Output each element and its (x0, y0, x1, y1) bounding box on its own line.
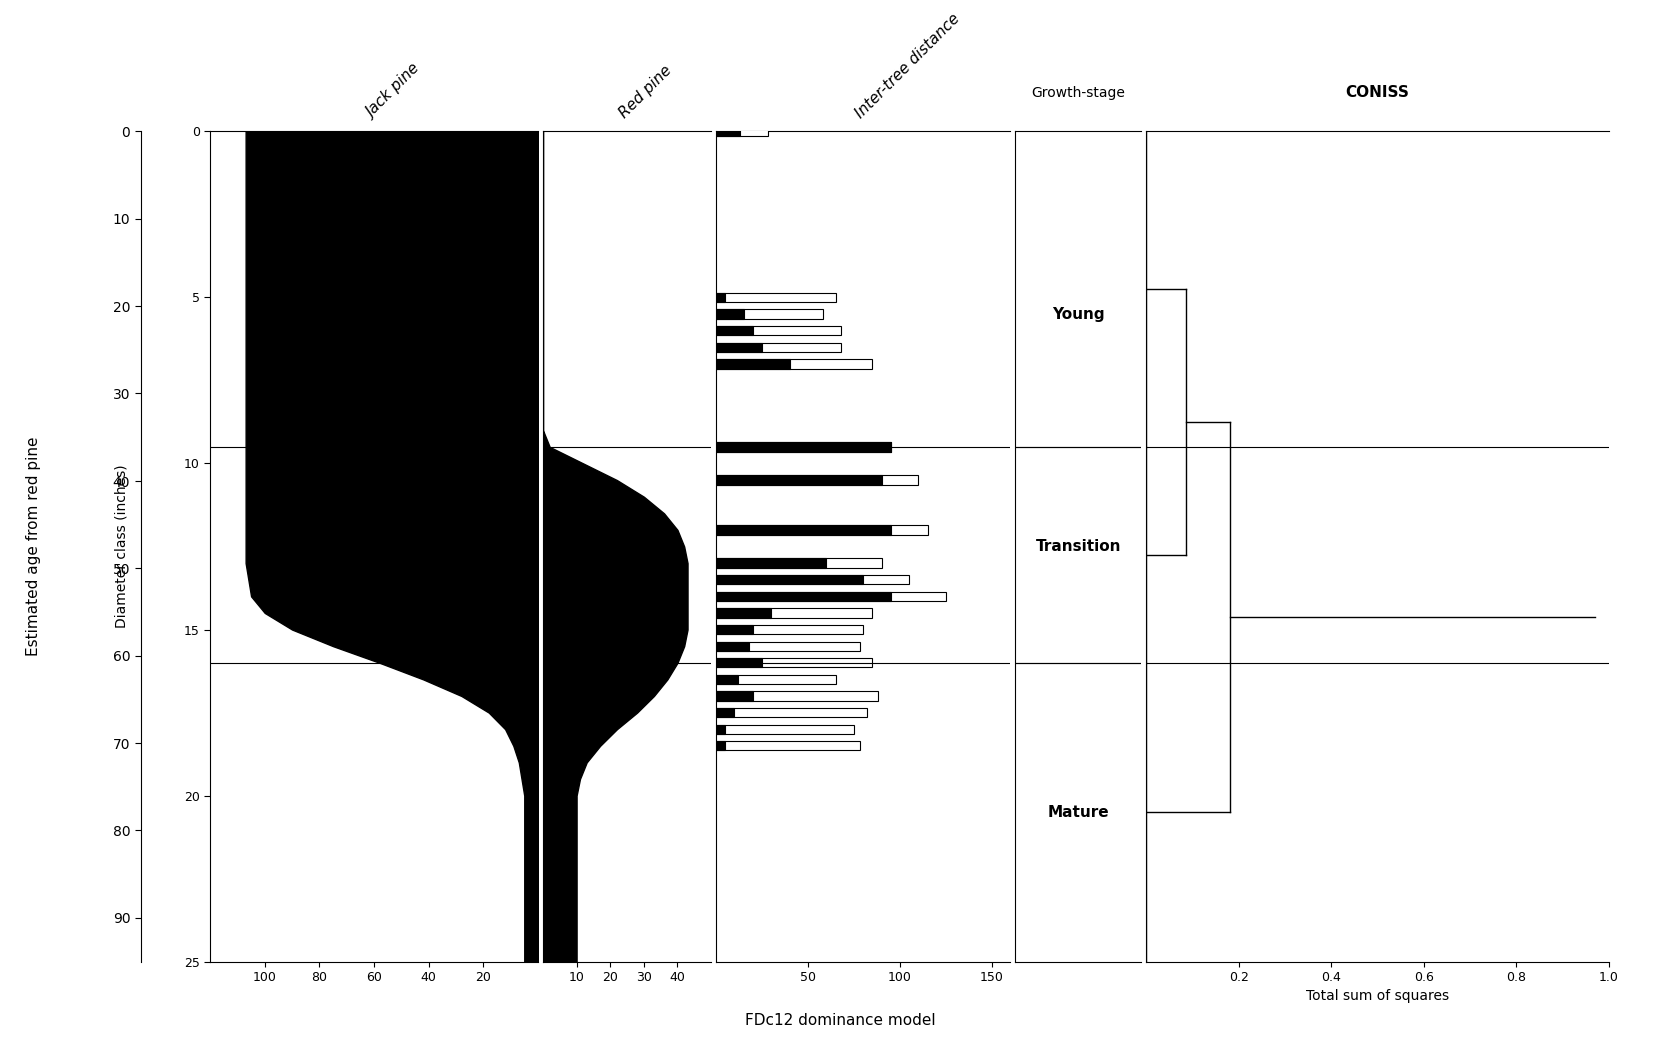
Bar (716, 625, 864, 634)
Bar (716, 442, 890, 452)
Bar (716, 641, 749, 651)
Bar (716, 708, 867, 717)
Bar (716, 326, 753, 335)
Bar (716, 692, 877, 701)
Bar (716, 692, 753, 701)
Bar (716, 675, 738, 684)
Bar (716, 326, 840, 335)
Bar (716, 575, 864, 584)
Text: Estimated age from red pine: Estimated age from red pine (27, 437, 40, 656)
Bar (716, 675, 835, 684)
Bar (716, 708, 734, 717)
Text: Growth-stage: Growth-stage (1032, 86, 1124, 100)
Bar (716, 309, 822, 318)
Bar (716, 558, 880, 568)
Bar (716, 558, 827, 568)
Text: Young: Young (1052, 307, 1104, 322)
Bar (716, 475, 917, 485)
Bar (716, 343, 840, 352)
Bar (716, 359, 790, 369)
Bar (716, 359, 872, 369)
Bar (716, 575, 909, 584)
Text: Mature: Mature (1047, 805, 1109, 820)
Bar (716, 442, 890, 452)
Text: Inter-tree distance: Inter-tree distance (852, 11, 963, 121)
Bar (716, 625, 753, 634)
Bar (716, 475, 880, 485)
Text: Diameter class (inches): Diameter class (inches) (114, 465, 128, 628)
Text: Transition: Transition (1035, 539, 1121, 554)
X-axis label: Total sum of squares: Total sum of squares (1305, 989, 1448, 1003)
Bar (716, 127, 739, 136)
Bar (716, 343, 761, 352)
Text: Red pine: Red pine (617, 63, 674, 121)
Text: FDc12 dominance model: FDc12 dominance model (744, 1013, 936, 1028)
Bar (716, 641, 858, 651)
Text: CONISS: CONISS (1346, 85, 1408, 100)
Bar (716, 724, 724, 734)
Bar (716, 592, 890, 601)
Bar (716, 309, 743, 318)
Bar (716, 592, 946, 601)
Bar (716, 658, 761, 667)
Text: Jack pine: Jack pine (363, 62, 422, 121)
Bar (716, 127, 768, 136)
Bar (716, 741, 858, 750)
Bar (716, 293, 724, 302)
Bar (716, 741, 724, 750)
Bar (716, 526, 927, 535)
Bar (716, 609, 771, 618)
Bar (716, 526, 890, 535)
Bar (716, 658, 872, 667)
Bar (716, 293, 835, 302)
Bar (716, 724, 853, 734)
Bar (716, 609, 872, 618)
